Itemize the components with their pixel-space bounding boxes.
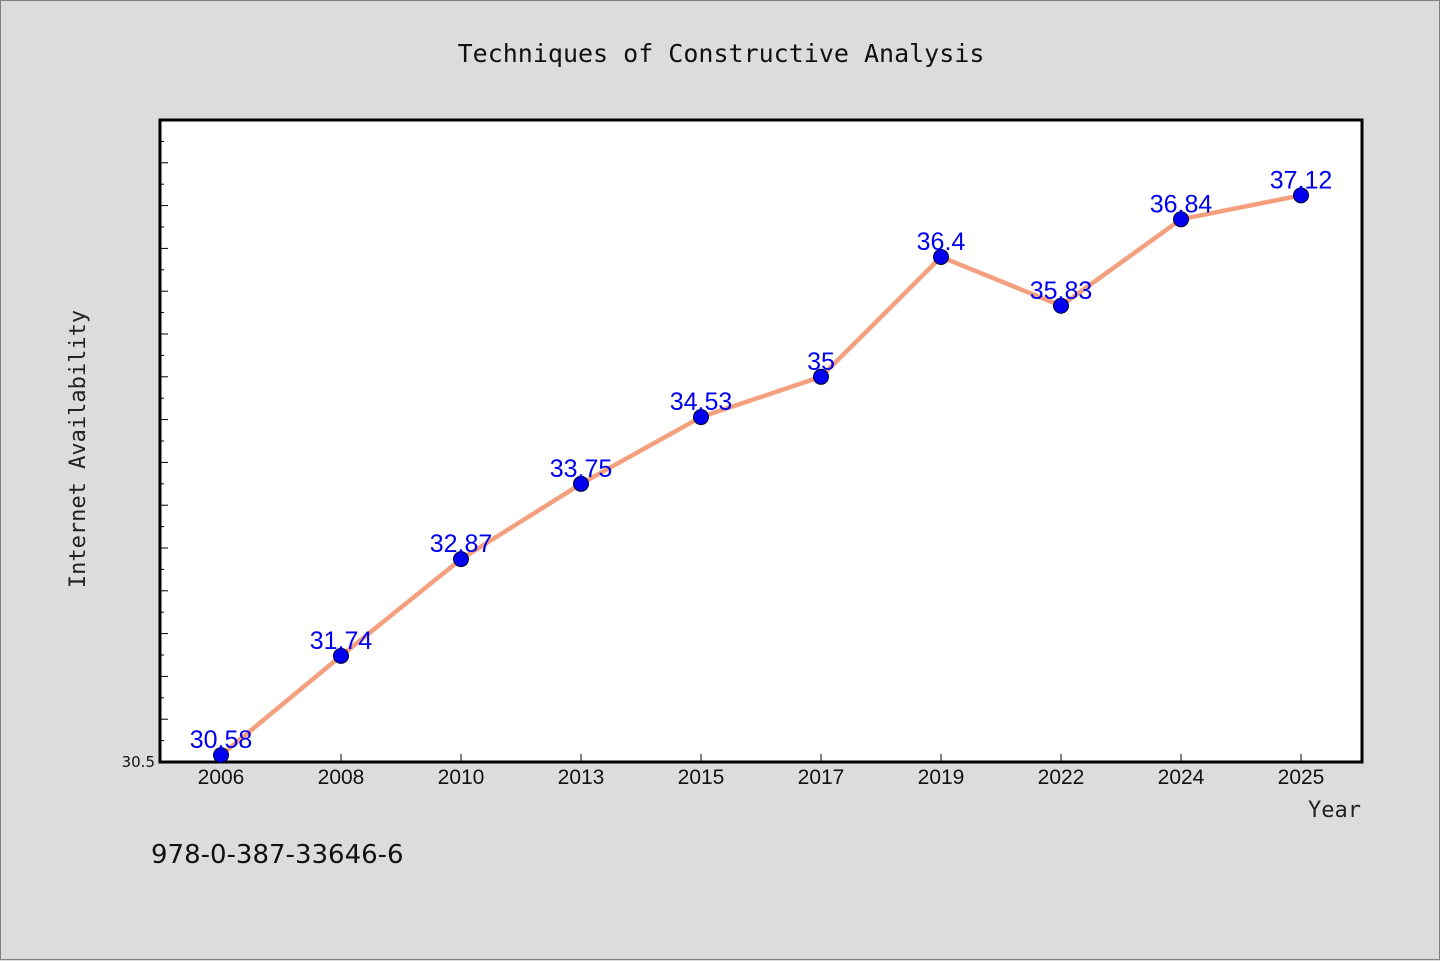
data-label: 35.83 <box>1030 277 1093 305</box>
x-tick-label: 2006 <box>198 766 245 789</box>
data-label: 36.4 <box>917 228 966 256</box>
data-point <box>1293 187 1309 204</box>
data-point <box>573 475 589 492</box>
y-axis-ticks: 30.5 <box>122 119 168 771</box>
x-tick-label: 2010 <box>438 766 485 789</box>
series-markers <box>213 187 1309 764</box>
data-label: 31.74 <box>310 627 373 655</box>
data-label: 34.53 <box>670 388 733 416</box>
data-point <box>813 368 829 385</box>
x-tick-label: 2019 <box>918 766 965 789</box>
series-line <box>219 193 1302 757</box>
data-point <box>453 551 469 568</box>
x-tick-label: 2015 <box>678 766 725 789</box>
x-axis-ticks: 2006 2008 2010 2013 2015 2017 2019 2022 2024 2025 <box>198 754 1325 789</box>
data-label: 30.58 <box>190 726 253 754</box>
data-label: 36.84 <box>1150 190 1213 218</box>
y-tick-label: 30.5 <box>122 753 155 771</box>
data-label: 35 <box>807 348 835 376</box>
data-point <box>1053 297 1069 314</box>
data-label: 32.87 <box>430 530 493 558</box>
x-tick-label: 2008 <box>318 766 365 789</box>
x-tick-label: 2024 <box>1158 766 1205 789</box>
data-label: 33.75 <box>550 455 613 483</box>
isbn-footer: 978-0-387-33646-6 <box>151 840 404 870</box>
data-point <box>213 747 229 764</box>
data-point <box>1173 211 1189 228</box>
y-axis-label: Internet Availability <box>66 310 91 588</box>
data-point <box>333 647 349 664</box>
data-point <box>933 248 949 265</box>
x-tick-label: 2013 <box>558 766 605 789</box>
x-tick-label: 2017 <box>798 766 845 789</box>
plot-area <box>158 118 1364 764</box>
chart-title: Techniques of Constructive Analysis <box>458 39 985 68</box>
x-tick-label: 2022 <box>1038 766 1085 789</box>
x-tick-label: 2025 <box>1278 766 1325 789</box>
data-labels: 30.58 31.74 32.87 33.75 34.53 35 36.4 35.83 36.8… <box>190 166 1333 754</box>
data-point <box>693 409 709 426</box>
x-axis-label: Year <box>1308 798 1361 823</box>
data-label: 37.12 <box>1270 166 1333 194</box>
